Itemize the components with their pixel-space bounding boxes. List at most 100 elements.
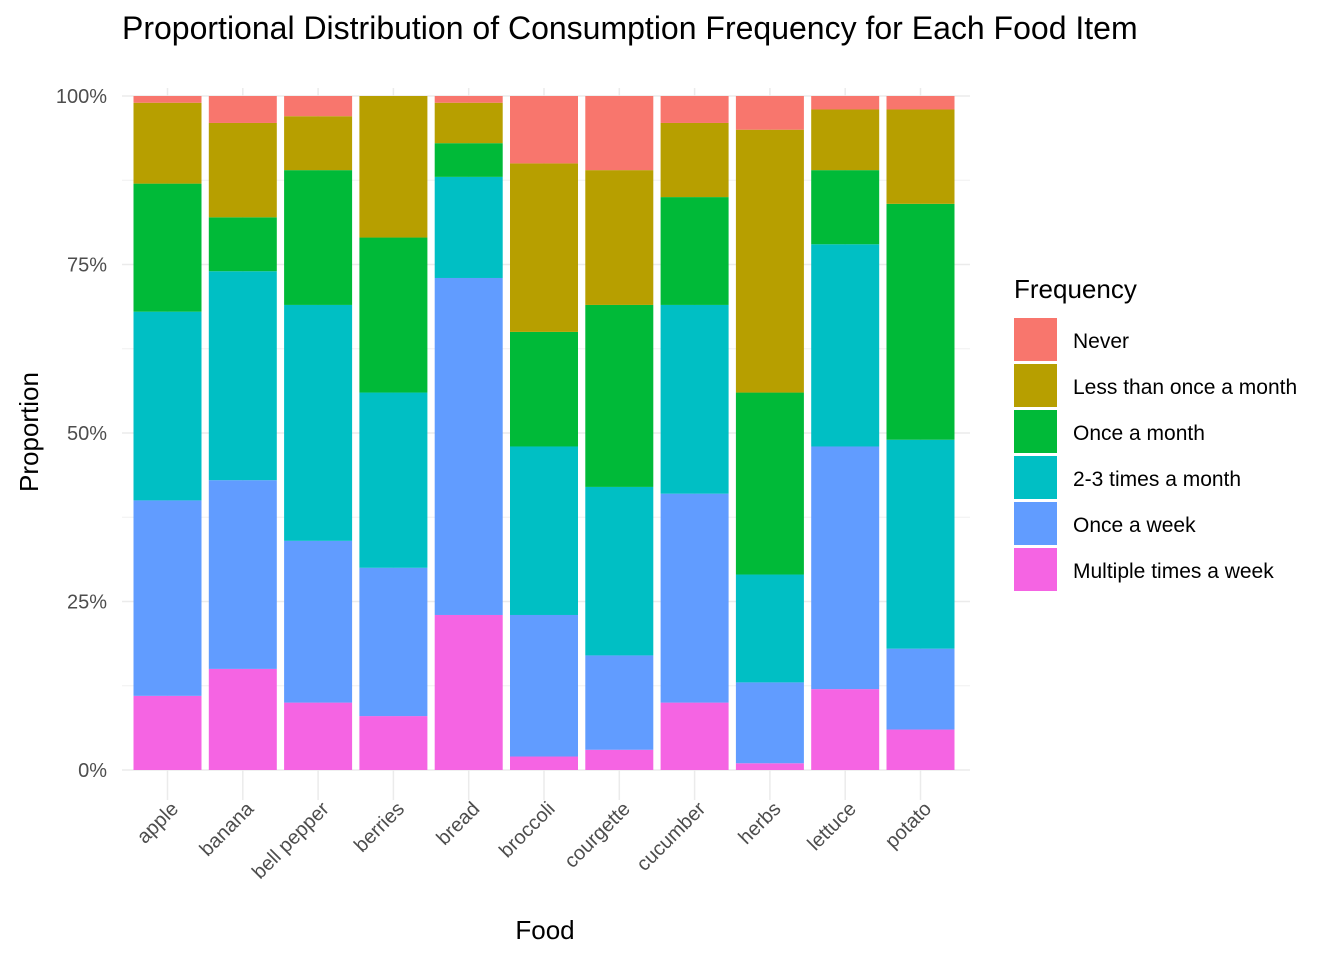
legend-swatch — [1014, 502, 1057, 545]
legend-label: Less than once a month — [1073, 376, 1297, 399]
bar-segment — [735, 129, 804, 393]
y-tick-label: 50% — [67, 423, 107, 445]
bar-segment — [284, 702, 353, 770]
y-tick-label: 25% — [67, 592, 107, 614]
legend-label: Once a week — [1073, 514, 1196, 537]
x-tick-label: bread — [433, 798, 485, 850]
bar-segment — [434, 102, 503, 144]
bar-segment — [434, 614, 503, 770]
bar-segment — [208, 96, 277, 123]
y-axis-title: Proportion — [14, 372, 44, 492]
y-axis-ticks: 0% 25% 50% 75% 100% — [56, 86, 107, 782]
legend-swatch — [1014, 548, 1057, 591]
bar-segment — [434, 143, 503, 177]
bars — [133, 96, 955, 770]
bar-segment — [359, 567, 428, 717]
bar-segment — [886, 96, 955, 110]
x-tick-label: apple — [133, 798, 183, 848]
x-tick-label: potato — [881, 798, 936, 853]
legend-swatch — [1014, 318, 1057, 361]
bar-segment — [133, 183, 202, 312]
bar-segment — [359, 392, 428, 568]
bar-segment — [359, 716, 428, 770]
bar-segment — [735, 392, 804, 575]
x-tick-label: herbs — [735, 798, 786, 849]
bar-segment — [735, 96, 804, 130]
bar-segment — [510, 96, 578, 164]
bar-segment — [886, 439, 955, 649]
bar-segment — [735, 682, 804, 764]
x-tick-label: banana — [196, 797, 259, 860]
bar-segment — [811, 446, 880, 690]
bar-segment — [811, 170, 880, 245]
x-axis-title: Food — [515, 915, 574, 945]
bar-segment — [510, 446, 578, 615]
legend-label: Never — [1073, 330, 1129, 353]
bar-segment — [510, 331, 578, 447]
bar-segment — [811, 689, 880, 770]
bar-segment — [585, 486, 654, 656]
bar-segment — [660, 122, 729, 198]
bar-segment — [660, 96, 729, 123]
bar-segment — [660, 304, 729, 494]
y-tick-label: 0% — [78, 760, 107, 782]
bar-segment — [434, 96, 503, 103]
bar-segment — [585, 655, 654, 750]
bar-segment — [359, 96, 428, 238]
y-tick-label: 100% — [56, 86, 107, 108]
bar-segment — [133, 96, 202, 103]
legend-label: Once a month — [1073, 422, 1205, 445]
bar-segment — [284, 96, 353, 117]
bar-segment — [886, 109, 955, 204]
bar-segment — [284, 116, 353, 171]
bar-segment — [660, 493, 729, 703]
y-tick-label: 75% — [67, 255, 107, 277]
bar-segment — [359, 237, 428, 393]
legend-label: 2-3 times a month — [1073, 468, 1241, 491]
chart-title: Proportional Distribution of Consumption… — [122, 10, 1138, 46]
x-tick-label: cucumber — [632, 798, 710, 876]
x-tick-label: courgette — [560, 798, 635, 873]
bar-segment — [434, 176, 503, 278]
bar-segment — [434, 277, 503, 615]
x-tick-label: berries — [350, 798, 409, 857]
bar-segment — [208, 668, 277, 770]
bar-segment — [510, 614, 578, 757]
bar-segment — [510, 756, 578, 770]
bar-segment — [284, 304, 353, 541]
bar-segment — [660, 702, 729, 770]
x-tick-label: lettuce — [804, 798, 861, 855]
bar-segment — [735, 574, 804, 683]
bar-segment — [133, 695, 202, 770]
bar-segment — [133, 500, 202, 696]
legend-title: Frequency — [1014, 274, 1137, 304]
bar-segment — [133, 102, 202, 184]
x-tick-label: broccoli — [495, 798, 559, 862]
bar-segment — [208, 122, 277, 218]
legend-label: Multiple times a week — [1073, 560, 1274, 583]
bar-segment — [585, 170, 654, 305]
bar-segment — [208, 217, 277, 272]
legend-swatch — [1014, 456, 1057, 499]
bar-segment — [886, 203, 955, 440]
bar-segment — [811, 244, 880, 447]
bar-segment — [811, 109, 880, 171]
legend-swatch — [1014, 410, 1057, 453]
bar-segment — [811, 96, 880, 110]
legend: Frequency Never Less than once a month Onc… — [1014, 274, 1297, 591]
bar-segment — [660, 197, 729, 305]
bar-segment — [585, 96, 654, 171]
bar-segment — [284, 540, 353, 703]
bar-segment — [735, 763, 804, 770]
x-tick-label: bell pepper — [248, 798, 334, 884]
bar-segment — [208, 480, 277, 669]
bar-segment — [886, 729, 955, 770]
bar-segment — [585, 304, 654, 487]
bar-segment — [208, 271, 277, 481]
legend-swatch — [1014, 364, 1057, 407]
bar-segment — [585, 749, 654, 770]
bar-segment — [284, 170, 353, 305]
bar-segment — [886, 648, 955, 730]
